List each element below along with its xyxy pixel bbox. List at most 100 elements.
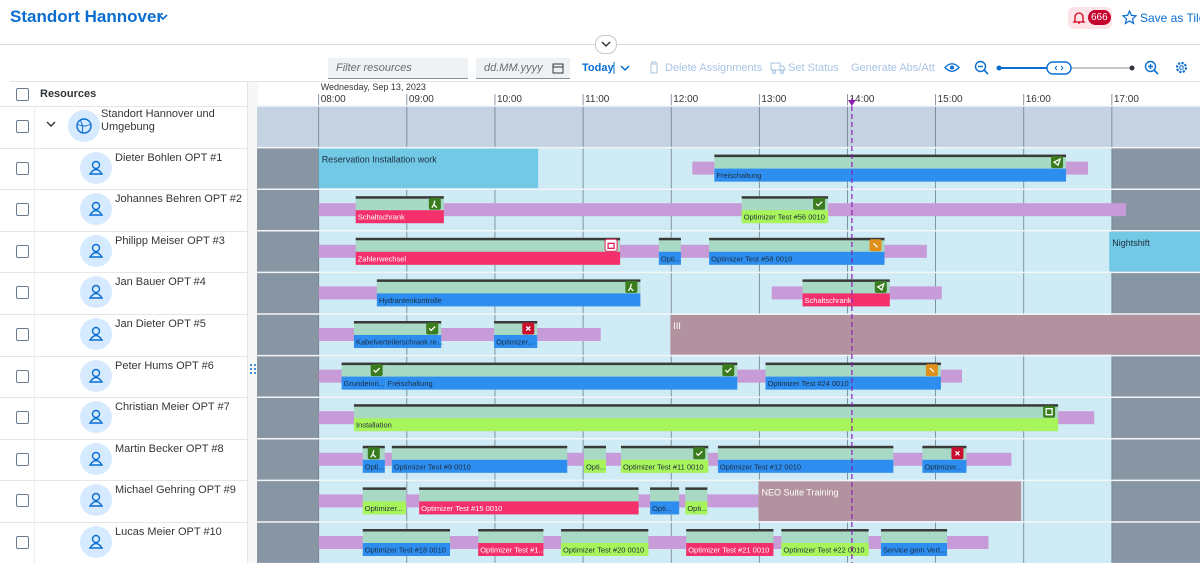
zoom-slider[interactable]	[995, 59, 1140, 77]
assignment[interactable]: Optimizer Test #18 0010	[362, 529, 451, 556]
off-time	[257, 355, 319, 398]
assignment[interactable]: Optimizer Test #20 0010	[561, 529, 649, 556]
gantt-timeline: Wednesday, Sep 13, 2023 08:00 09:00 10:00 11…	[257, 82, 1200, 563]
hour-label: 15:00	[938, 94, 963, 105]
resource-name: Dieter Bohlen OPT #1	[115, 151, 223, 164]
assignment-status	[714, 168, 1067, 182]
expand-chevron[interactable]	[46, 120, 56, 131]
row-checkbox[interactable]	[16, 203, 29, 217]
assignment-status	[686, 543, 774, 556]
row-checkbox[interactable]	[16, 161, 29, 175]
splitter[interactable]	[247, 82, 258, 563]
assignment[interactable]: Optimizer Test #9 0010	[391, 445, 568, 473]
assignment[interactable]: Optimizer Test #22 0010	[781, 529, 869, 556]
filter-placeholder: Filter resources	[336, 62, 412, 74]
assignment-status	[620, 459, 709, 473]
status-icon	[1051, 156, 1064, 169]
title-chevron[interactable]	[157, 12, 169, 22]
date-input[interactable]: dd.MM.yyyy	[476, 58, 570, 79]
assignment-header	[478, 529, 544, 532]
assignment-header	[880, 529, 948, 532]
row-checkbox[interactable]	[16, 494, 29, 508]
absence-label: Reservation Installation work	[322, 155, 438, 165]
assignment[interactable]: Zahlerwechsel	[355, 237, 621, 265]
assignment-label: Opti...	[661, 254, 681, 263]
star-icon[interactable]	[1122, 10, 1137, 25]
assignment[interactable]: Installation	[353, 404, 1059, 432]
assignment-label: Service gem Vert...	[883, 546, 946, 555]
save-as-tile[interactable]: Save as Tile	[1140, 11, 1200, 25]
assignment-header	[362, 529, 451, 532]
assignment[interactable]: Optimizer Test #21 0010	[686, 529, 774, 556]
zoom-out[interactable]	[974, 60, 990, 76]
person-icon	[88, 493, 104, 508]
row-checkbox[interactable]	[16, 328, 29, 341]
avatar	[80, 442, 112, 475]
assignment[interactable]: Optimizer Test #15 0010	[419, 487, 639, 515]
resource-name: Jan Dieter OPT #5	[115, 318, 206, 330]
assignment[interactable]: Optimizer Test #12 0010	[717, 445, 894, 473]
assignment[interactable]: Freischaltung	[714, 154, 1067, 182]
group-icon	[76, 118, 92, 134]
eye-icon[interactable]	[944, 61, 960, 74]
row-checkbox[interactable]	[16, 244, 29, 258]
assignment[interactable]: Optimizer Test #11 0010	[620, 445, 709, 473]
assignment-header	[385, 362, 738, 366]
assignment[interactable]: Optimizer...	[362, 487, 406, 515]
assignment[interactable]: Opti...	[583, 445, 606, 473]
hour-label: 08:00	[321, 94, 346, 105]
assignment-label: Optimizer...	[365, 504, 403, 513]
delete-assignments[interactable]: Delete Assignments	[665, 62, 763, 74]
assignment-status	[717, 459, 894, 473]
settings-icon[interactable]	[1174, 60, 1189, 75]
row-checkbox[interactable]	[16, 536, 29, 549]
assignment[interactable]: Optimizer Test #24 0010	[765, 362, 941, 390]
row-checkbox[interactable]	[16, 369, 29, 383]
assignment[interactable]: Opti...	[658, 237, 681, 265]
zoom-in[interactable]	[1144, 60, 1160, 76]
assignment[interactable]: Hydrantenkontrolle	[376, 279, 641, 307]
assignment-status	[802, 293, 890, 307]
assignment-status	[650, 501, 680, 515]
row-checkbox[interactable]	[16, 286, 29, 300]
assignment-label: Optimizer Test #1...	[480, 546, 544, 555]
assignment-label: Installation	[356, 421, 392, 430]
avatar	[80, 151, 112, 184]
row-checkbox[interactable]	[16, 411, 29, 425]
assignment-status	[478, 543, 544, 556]
assignment[interactable]: Schaltschrank	[355, 196, 444, 224]
assignment[interactable]: Opti...	[650, 487, 680, 515]
assignment[interactable]: Optimizer Test #58 0010	[709, 237, 885, 265]
assignment-label: Freischaltung	[716, 171, 761, 180]
assignment-status	[583, 459, 606, 473]
status-glyph	[1052, 157, 1062, 167]
notifications-button[interactable]: 666	[1068, 7, 1112, 29]
today-menu[interactable]	[612, 60, 634, 76]
off-time	[257, 314, 319, 356]
page-title[interactable]: Standort Hannover	[10, 7, 164, 26]
assignment[interactable]: Optimizer Test #1...	[478, 529, 545, 556]
today-button[interactable]: Today	[582, 62, 614, 74]
assignment-label: Optimizer...	[496, 338, 534, 347]
row-checkbox[interactable]	[16, 452, 29, 466]
assignment-status	[355, 210, 444, 224]
set-status[interactable]: Set Status	[788, 62, 839, 74]
assignment[interactable]: Service gem Vert...	[880, 529, 948, 556]
current-time-marker	[847, 100, 856, 106]
assignment-header	[353, 321, 442, 324]
assignment[interactable]: Optimizer Test #56 0010	[741, 196, 829, 224]
assignment-header	[650, 487, 680, 490]
off-time	[1111, 522, 1200, 563]
generate-abs-att[interactable]: Generate Abs/Att	[851, 62, 935, 74]
assignment[interactable]: Freischaltung	[385, 362, 738, 390]
assignment-header	[717, 445, 894, 449]
filter-input[interactable]: Filter resources	[328, 58, 468, 79]
assignment-label: Opti...	[652, 504, 672, 513]
assignment-status	[880, 543, 948, 556]
assignment-header	[341, 362, 386, 366]
hour-label: 10:00	[497, 94, 522, 105]
select-all-checkbox[interactable]	[16, 88, 29, 101]
row-checkbox[interactable]	[16, 120, 29, 133]
assignment[interactable]: Opti...	[685, 487, 708, 515]
collapse-header-button[interactable]	[595, 35, 617, 54]
